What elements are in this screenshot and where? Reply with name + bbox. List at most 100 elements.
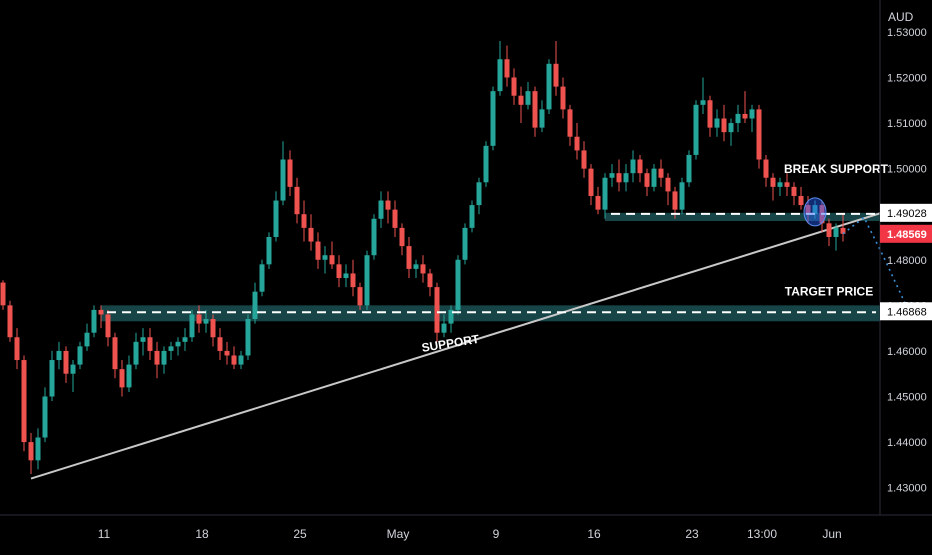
- y-tick-label: 1.52000: [887, 72, 927, 84]
- candle-body: [7, 305, 13, 338]
- candle-body: [511, 77, 517, 96]
- candle-body: [553, 63, 559, 87]
- break-support-level-zone: [605, 212, 880, 222]
- candle-body: [119, 369, 125, 388]
- candle-body: [14, 337, 20, 361]
- candle-body: [700, 100, 706, 105]
- candle-body: [497, 59, 503, 92]
- projection-path: [842, 216, 907, 306]
- candle-body: [567, 109, 573, 137]
- candle-body: [224, 350, 230, 356]
- candle-body: [833, 227, 839, 237]
- candle-body: [315, 241, 321, 260]
- currency-label: AUD: [888, 10, 914, 24]
- candle-body: [266, 236, 272, 265]
- candle-body: [714, 118, 720, 128]
- candle-body: [196, 314, 202, 324]
- candle-body: [350, 273, 356, 288]
- candle-body: [532, 91, 538, 128]
- candle-body: [679, 182, 685, 210]
- candle-body: [483, 145, 489, 183]
- candle-body: [763, 159, 769, 178]
- candle-body: [476, 182, 482, 206]
- candle-body: [56, 350, 62, 361]
- candle-body: [462, 227, 468, 260]
- x-tick-label: May: [387, 527, 410, 541]
- candle-body: [637, 159, 643, 174]
- candle-body: [441, 323, 447, 333]
- candle-body: [609, 173, 615, 178]
- candle-body: [189, 314, 195, 338]
- target-level-box: [880, 302, 932, 321]
- candle-body: [826, 223, 832, 237]
- candle-body: [77, 346, 83, 365]
- candle-body: [147, 337, 153, 351]
- candle-body: [168, 346, 174, 351]
- candle-body: [161, 350, 167, 365]
- candle-body: [140, 337, 146, 342]
- current-price-box: [880, 224, 932, 243]
- candle-body: [546, 63, 552, 110]
- candle-body: [840, 227, 846, 234]
- candle-body: [693, 104, 699, 155]
- candle-body: [749, 109, 755, 119]
- x-tick-label: 16: [587, 527, 601, 541]
- candle-body: [35, 437, 41, 461]
- candle-body: [588, 168, 594, 196]
- candle-body: [777, 182, 783, 187]
- x-tick-label: 25: [293, 527, 307, 541]
- candle-body: [105, 314, 111, 338]
- candle-body: [217, 337, 223, 351]
- target-price-label: TARGET PRICE: [785, 284, 873, 298]
- candle-body: [791, 186, 797, 196]
- support-trendline: [30, 206, 900, 480]
- target-level-zone: [101, 305, 880, 322]
- candle-body: [581, 150, 587, 169]
- candle-body: [504, 59, 510, 78]
- y-tick-label: 1.50000: [887, 164, 927, 176]
- candle-body: [385, 200, 391, 210]
- candle-body: [623, 173, 629, 183]
- break-support-level-box: [880, 203, 932, 222]
- candle-body: [98, 309, 104, 315]
- candle-body: [728, 123, 734, 133]
- candle-body: [770, 177, 776, 187]
- candle-body: [245, 319, 251, 356]
- x-tick-label: 18: [195, 527, 209, 541]
- y-tick-label: 1.46000: [887, 346, 927, 358]
- x-tick-label: Jun: [822, 527, 841, 541]
- break-support-level-label: 1.49028: [887, 208, 927, 220]
- y-tick-label: 1.48000: [887, 255, 927, 267]
- break-support-label: BREAK SUPPORT: [784, 162, 889, 176]
- candle-body: [238, 355, 244, 365]
- candle-body: [630, 159, 636, 174]
- candle-body: [420, 264, 426, 274]
- candle-body: [406, 246, 412, 269]
- candle-body: [665, 177, 671, 192]
- candle-body: [357, 287, 363, 306]
- candle-body: [707, 100, 713, 128]
- candle-body: [91, 309, 97, 333]
- candle-body: [812, 205, 818, 215]
- candle-body: [518, 95, 524, 105]
- candle-body: [378, 200, 384, 219]
- candle-body: [784, 182, 790, 187]
- candle-body: [539, 109, 545, 128]
- candle-body: [427, 273, 433, 288]
- candle-body: [742, 113, 748, 119]
- candle-body: [469, 205, 475, 228]
- candle-body: [735, 113, 741, 124]
- y-tick-label: 1.51000: [887, 118, 927, 130]
- break-marker: [803, 197, 827, 227]
- x-tick-label: 13:00: [747, 527, 777, 541]
- candle-body: [273, 200, 279, 237]
- candle-body: [616, 173, 622, 183]
- candle-body: [252, 291, 258, 320]
- candle-body: [301, 214, 307, 228]
- candle-body: [574, 136, 580, 151]
- candle-body: [364, 255, 370, 306]
- candle-body: [595, 195, 601, 210]
- candle-body: [490, 91, 496, 146]
